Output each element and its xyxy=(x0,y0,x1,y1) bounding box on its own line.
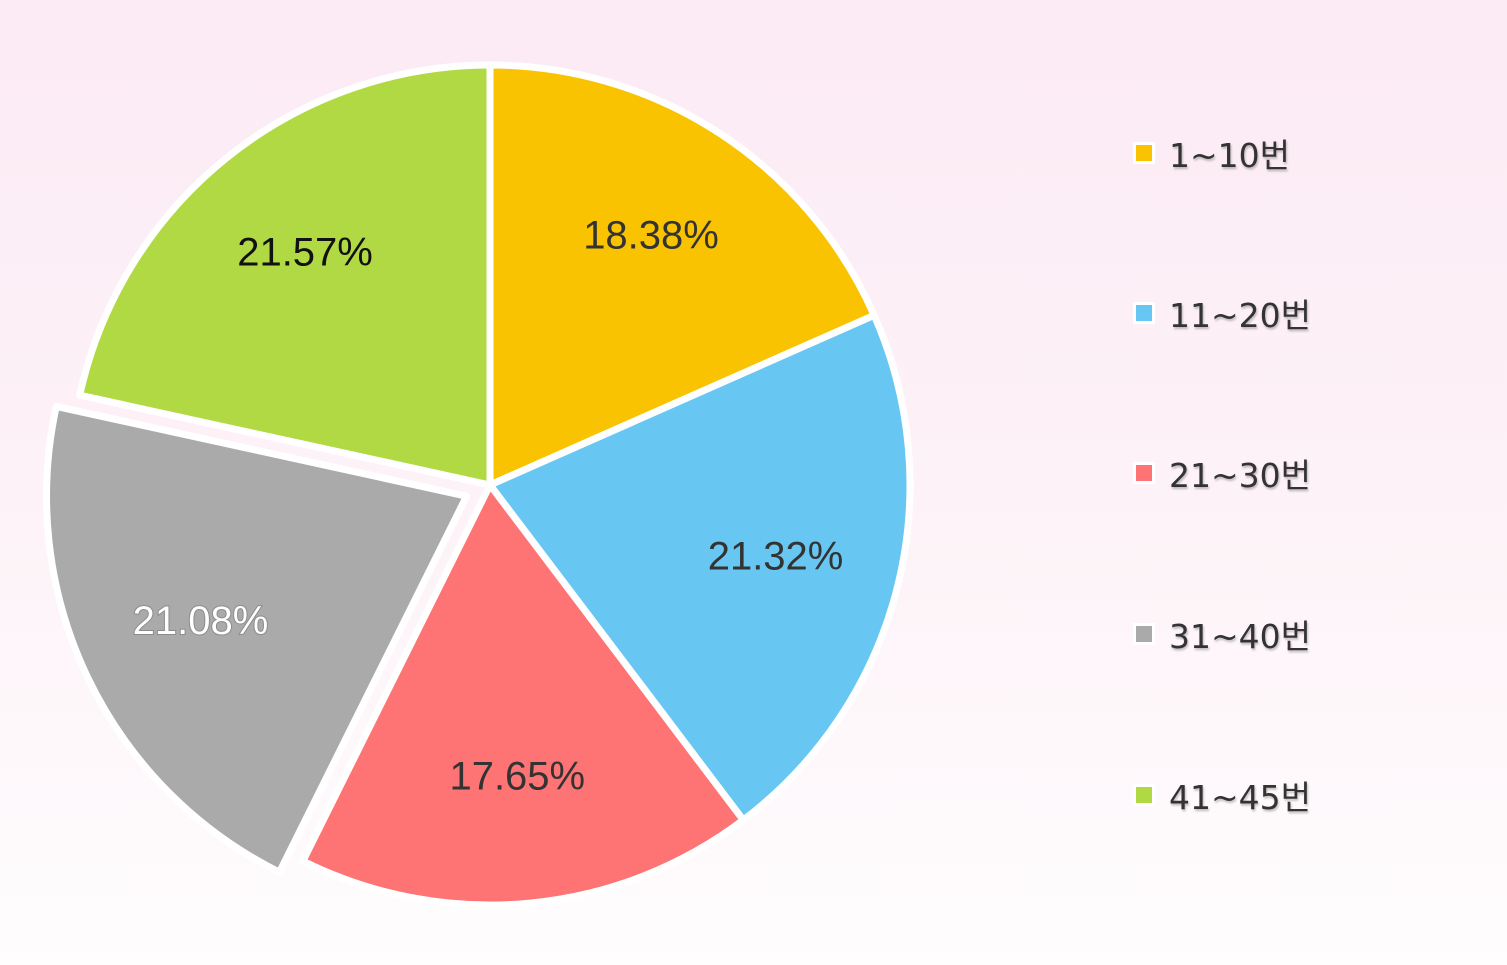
pie-data-label: 21.08% xyxy=(133,599,269,643)
legend-label: 1~10번 xyxy=(1169,136,1290,175)
pie-slices xyxy=(43,61,914,909)
legend-label: 11~20번 xyxy=(1169,296,1311,335)
pie-data-label: 21.32% xyxy=(708,535,844,579)
pie-slice-31~40번[interactable] xyxy=(43,402,471,876)
pie-labels: 18.38% 21.32% 17.65% 21.08% 21.57% xyxy=(132,213,844,798)
legend-item-21-30[interactable]: 21~30번 xyxy=(1133,453,1311,495)
legend-label: 41~45번 xyxy=(1169,778,1311,817)
legend-label: 21~30번 xyxy=(1169,456,1311,495)
pie-data-label: 17.65% xyxy=(449,754,585,798)
pie-slice-1~10번[interactable] xyxy=(486,61,878,489)
legend-swatch-icon xyxy=(1133,302,1155,324)
pie-slice-41~45번[interactable] xyxy=(76,61,494,489)
legend-item-41-45[interactable]: 41~45번 xyxy=(1133,775,1311,817)
legend-label: 31~40번 xyxy=(1169,617,1311,656)
pie-slice-11~20번[interactable] xyxy=(486,311,914,824)
legend-item-11-20[interactable]: 11~20번 xyxy=(1133,293,1311,335)
legend-swatch-icon xyxy=(1133,462,1155,484)
legend-swatch-icon xyxy=(1133,623,1155,645)
pie-slice-21~30번[interactable] xyxy=(299,481,747,909)
legend-swatch-icon xyxy=(1133,784,1155,806)
legend-item-31-40[interactable]: 31~40번 xyxy=(1133,614,1311,656)
pie-data-label: 18.38% xyxy=(583,213,719,257)
legend-swatch-icon xyxy=(1133,142,1155,164)
pie-data-label: 21.57% xyxy=(237,231,373,275)
legend-item-1-10[interactable]: 1~10번 xyxy=(1133,133,1290,175)
